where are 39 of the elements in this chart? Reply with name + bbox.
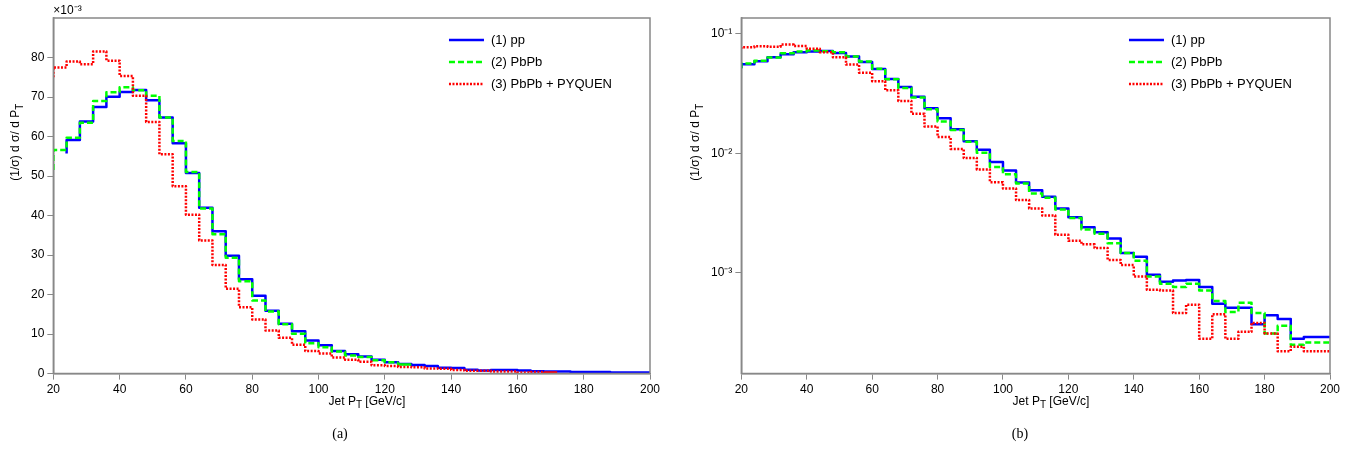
legend-label: (3) PbPb + PYQUEN	[490, 75, 613, 91]
x-tick-label: 100	[308, 382, 329, 397]
x-tick-label: 160	[507, 382, 528, 397]
y-tick-label: 10⁻¹	[711, 26, 733, 41]
x-tick-label: 180	[573, 382, 595, 397]
x-tick-label: 140	[1123, 382, 1145, 397]
x-tick-label: 40	[112, 382, 127, 397]
x-tick-label: 200	[639, 382, 661, 397]
y-tick-label: 20	[30, 286, 45, 301]
x-tick-label: 20	[46, 382, 61, 397]
legend-label: (2) PbPb	[1170, 53, 1223, 69]
legend-label: (1) pp	[490, 31, 525, 47]
text: (b)	[1010, 426, 1030, 442]
y-tick-label: 10	[30, 326, 45, 341]
y-tick-label: 30	[30, 247, 45, 262]
x-tick-label: 60	[179, 382, 193, 397]
x-tick-label: 160	[1189, 382, 1210, 397]
x-tick-label: 100	[992, 382, 1014, 397]
x-tick-label: 60	[865, 382, 880, 397]
text: (a)	[331, 426, 349, 442]
text: ×10⁻³	[53, 3, 82, 18]
x-tick-label: 80	[245, 382, 260, 397]
x-tick-label: 80	[930, 382, 945, 397]
y-tick-label: 10⁻³	[711, 265, 733, 280]
x-tick-label: 140	[441, 382, 462, 397]
legend-label: (1) pp	[1170, 31, 1205, 47]
y-tick-label: 0	[37, 365, 45, 380]
x-tick-label: 40	[800, 382, 814, 397]
legend-label: (2) PbPb	[490, 53, 543, 69]
y-tick-label: 60	[30, 128, 45, 143]
y-tick-label: 10⁻²	[711, 145, 733, 160]
x-tick-label: 200	[1319, 382, 1341, 397]
y-tick-label: 70	[30, 89, 45, 104]
x-tick-label: 20	[734, 382, 749, 397]
x-tick-label: 180	[1254, 382, 1275, 397]
legend-label: (3) PbPb + PYQUEN	[1170, 75, 1293, 91]
y-tick-label: 50	[30, 168, 45, 183]
y-tick-label: 40	[30, 207, 45, 222]
y-tick-label: 80	[30, 49, 45, 64]
